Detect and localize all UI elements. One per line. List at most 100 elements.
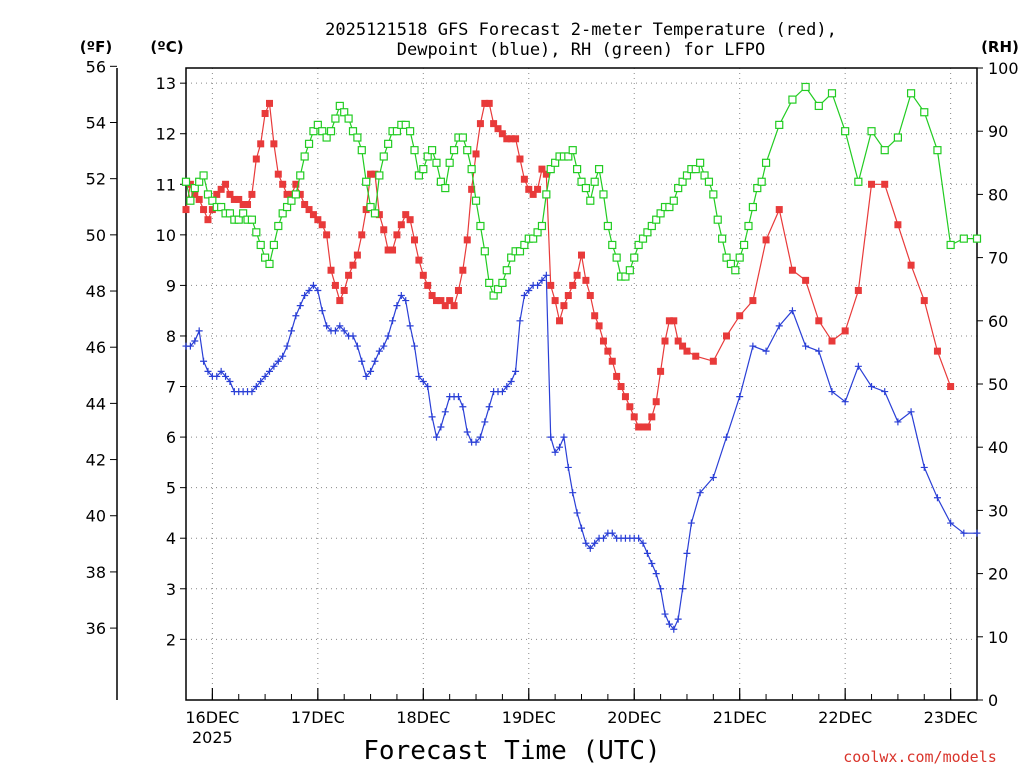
data-point-marker [336,322,344,330]
data-point-marker [503,135,511,143]
data-point-marker [713,215,722,224]
data-point-marker [485,403,493,411]
data-point-marker [661,337,669,345]
data-point-marker [665,202,674,212]
data-point-marker [503,383,511,391]
data-point-marker [507,253,516,262]
data-point-marker [560,433,568,441]
data-point-marker [265,367,273,375]
time-tick-label: 16DEC [185,708,239,727]
chart-title-line1: 2025121518 GFS Forecast 2-meter Temperat… [325,20,837,40]
data-point-marker [300,152,309,161]
data-point-marker [498,388,506,396]
data-point-marker [665,620,673,628]
data-point-marker [920,297,928,305]
data-point-marker [586,196,595,205]
data-point-marker [279,180,287,188]
data-point-marker [427,146,437,155]
celsius-unit-label: (ºC) [150,38,183,56]
data-point-marker [380,226,388,234]
data-point-marker [323,322,331,330]
data-point-marker [239,209,248,218]
data-point-marker [248,388,256,396]
data-point-marker [920,463,928,471]
rh-tick-label: 100 [988,59,1019,78]
data-point-marker [507,135,515,143]
data-point-marker [516,155,524,163]
data-point-marker [248,190,256,198]
data-point-marker [485,99,493,107]
data-point-marker [226,377,234,385]
time-tick-sublabel: 2025 [192,728,233,747]
data-point-marker [827,89,837,98]
data-point-marker [586,292,594,300]
data-point-marker [406,127,415,136]
data-point-marker [358,231,366,239]
data-point-marker [415,256,423,264]
data-point-marker [389,317,397,325]
data-point-marker [868,383,876,391]
data-point-marker [947,519,955,527]
data-point-marker [282,202,292,212]
data-point-marker [626,403,634,411]
data-point-marker [406,216,414,224]
data-point-marker [459,403,467,411]
data-point-marker [573,509,581,517]
data-point-marker [358,357,366,365]
data-point-marker [489,291,498,300]
data-point-marker [591,539,599,547]
data-point-marker [854,362,862,370]
rh-tick-label: 50 [988,375,1008,394]
data-point-marker [599,337,607,345]
data-point-marker [471,196,481,205]
data-point-marker [657,585,665,593]
data-point-marker [647,221,656,231]
data-point-marker [186,342,194,350]
data-point-marker [920,108,929,117]
data-point-marker [392,127,402,136]
data-point-marker [669,196,678,205]
celsius-tick-label: 13 [156,74,176,93]
data-point-marker [256,240,265,250]
data-point-marker [318,127,327,136]
fahrenheit-unit-label: (ºF) [80,38,112,56]
data-point-marker [309,211,317,219]
data-point-marker [415,372,423,380]
time-tick-label: 20DEC [607,708,661,727]
data-point-marker [691,165,700,174]
series-line [186,273,977,631]
data-point-marker [529,234,538,243]
data-point-marker [472,150,480,158]
data-point-marker [841,327,849,335]
data-point-marker [449,146,459,155]
data-point-marker [709,474,717,482]
fahrenheit-tick-label: 54 [86,113,106,132]
data-point-marker [709,357,717,365]
data-point-marker [437,423,445,431]
data-point-marker [639,539,647,547]
data-point-marker [529,190,537,198]
data-point-marker [428,292,436,300]
data-point-marker [525,286,533,294]
data-point-marker [749,342,757,350]
data-point-marker [252,155,260,163]
data-point-marker [476,433,484,441]
data-point-marker [353,133,362,142]
data-point-marker [775,120,784,129]
data-point-marker [656,209,665,218]
data-point-marker [270,140,278,148]
data-point-marker [608,529,616,537]
data-point-marker [670,625,678,633]
data-point-marker [762,236,770,244]
data-point-marker [217,367,225,375]
data-point-marker [454,393,462,401]
data-point-marker [520,292,528,300]
data-point-marker [296,190,304,198]
data-point-marker [318,307,326,315]
data-point-marker [670,317,678,325]
data-point-marker [573,165,582,174]
data-point-marker [283,342,291,350]
data-point-marker [718,234,727,243]
celsius-tick-label: 3 [166,580,176,599]
data-point-marker [709,190,718,199]
